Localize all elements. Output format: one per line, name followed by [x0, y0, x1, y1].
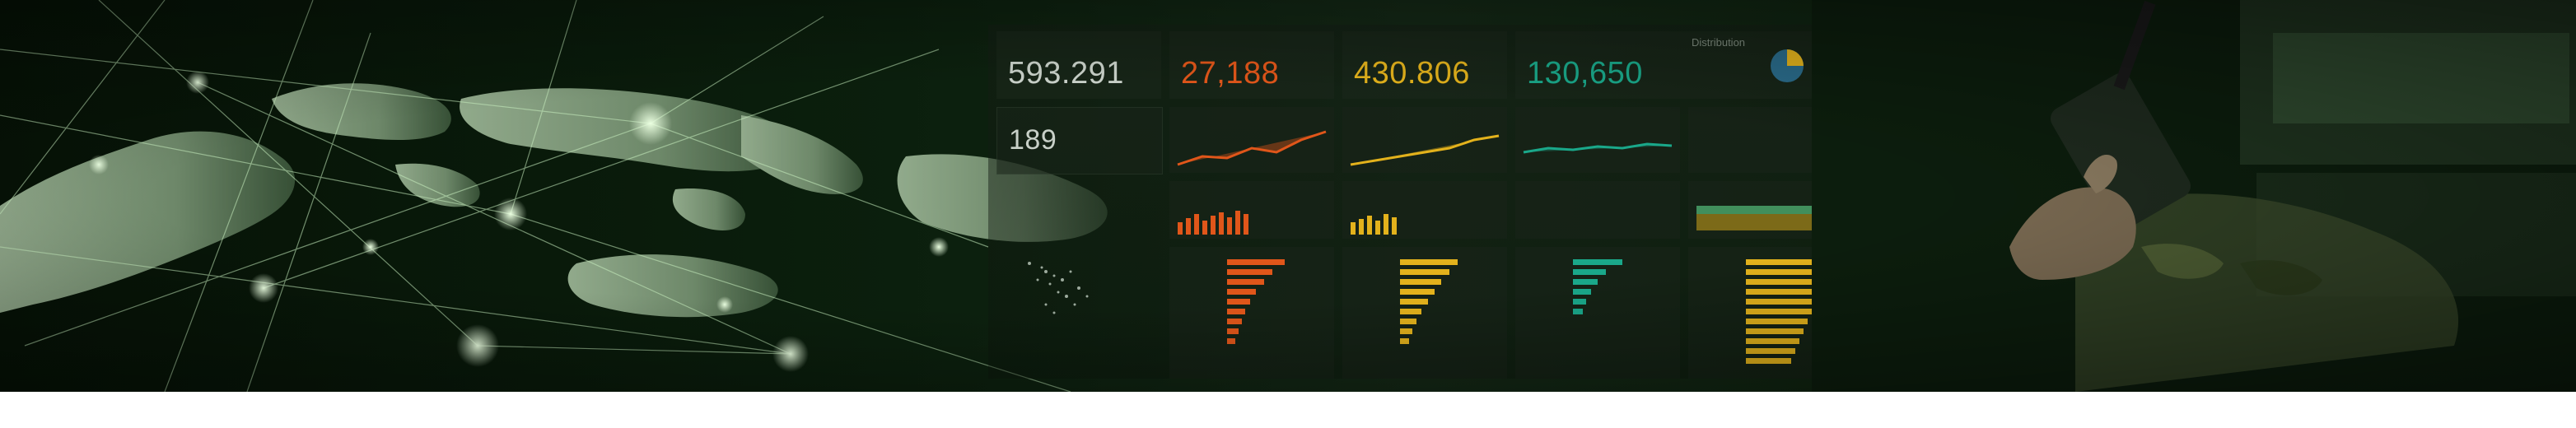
distribution-label: Distribution: [1692, 36, 1746, 49]
radio-handset-icon: [2009, 0, 2191, 280]
analytics-dashboard: 593.291 27,188 430.806 130,650 Distribut…: [988, 25, 1853, 379]
hero-banner: 593.291 27,188 430.806 130,650 Distribut…: [0, 0, 2576, 392]
scatter-map: [1028, 262, 1089, 314]
secondary-kpi-value: 189: [1009, 124, 1057, 156]
kpi-card: 27,188: [1169, 31, 1334, 99]
mini-charts-row-1: [1169, 107, 1853, 173]
kpi-card: 593.291: [996, 31, 1161, 99]
secondary-kpi-card: 189: [996, 107, 1163, 174]
world-map-icon: [0, 0, 1108, 392]
continents: [0, 83, 1108, 318]
network-nodes: [89, 71, 949, 372]
kpi-value: 27,188: [1181, 56, 1280, 91]
kpi-value: 430.806: [1354, 56, 1470, 91]
kpi-row: 593.291 27,188 430.806 130,650 Distribut…: [988, 25, 1853, 99]
pie-chart-icon: [1771, 49, 1804, 82]
kpi-value: 593.291: [1008, 56, 1124, 91]
soldier-radio-scene: [1812, 0, 2576, 392]
kpi-card: 430.806: [1342, 31, 1507, 99]
kpi-card: 130,650: [1515, 31, 1680, 99]
network-lines-icon: [0, 0, 1071, 392]
kpi-value: 130,650: [1527, 56, 1643, 91]
mini-charts-row-2: [1169, 181, 1853, 239]
bar-list-panels: [1169, 247, 1853, 379]
